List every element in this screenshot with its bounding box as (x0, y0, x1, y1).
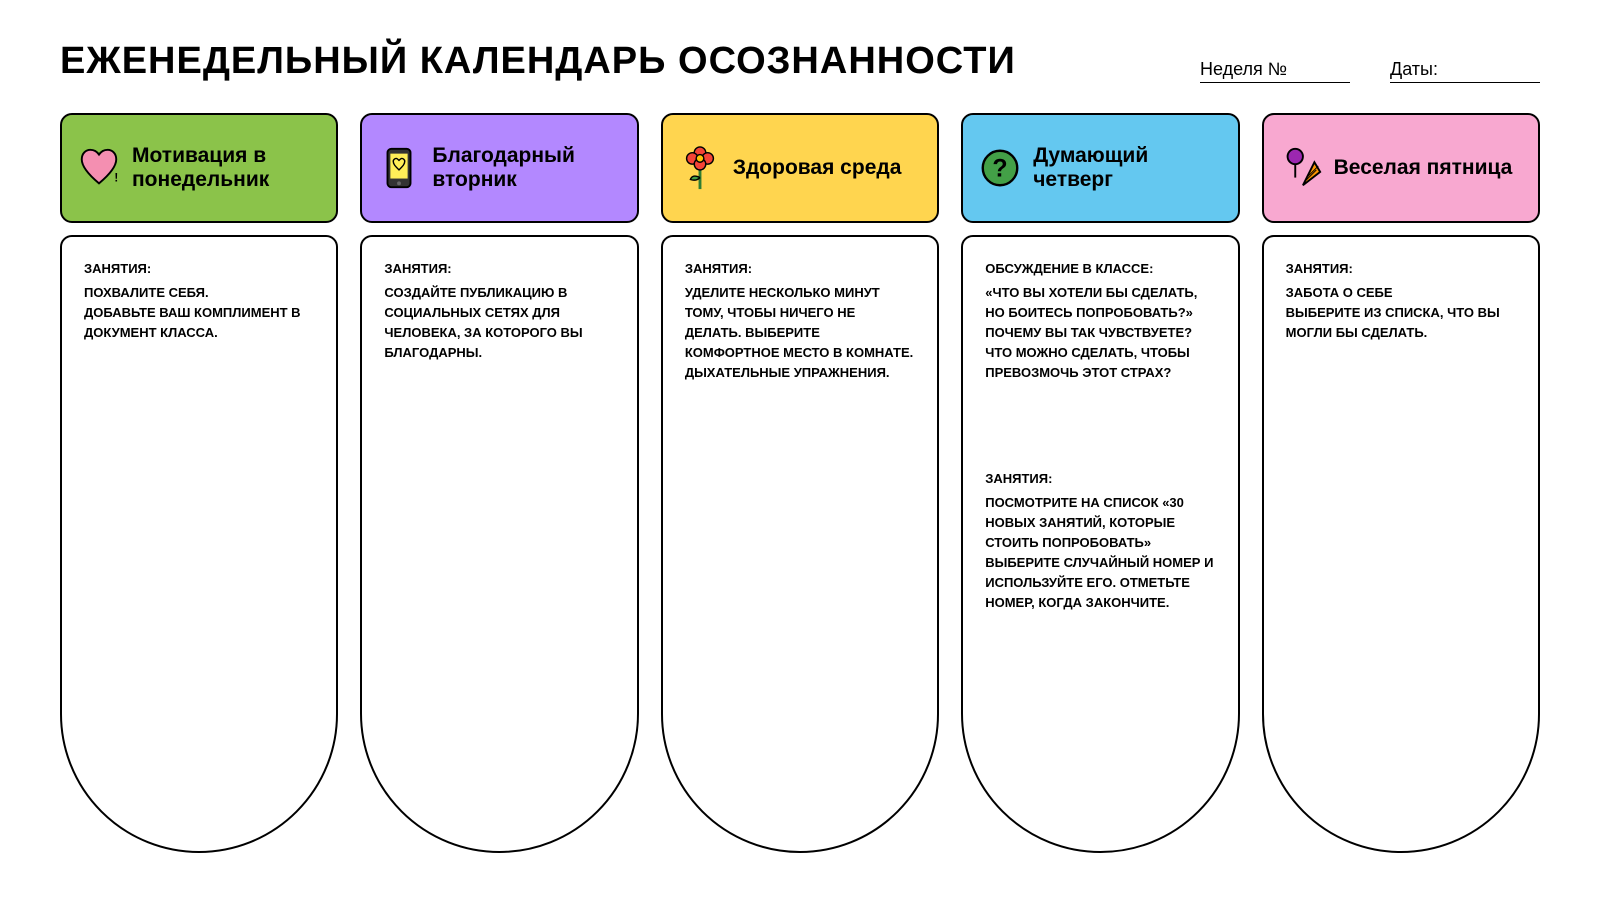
text-wednesday-0: УДЕЛИТЕ НЕСКОЛЬКО МИНУТ ТОМУ, ЧТОБЫ НИЧЕ… (685, 283, 915, 384)
label-friday-0: ЗАНЯТИЯ: (1286, 259, 1516, 279)
phone-icon (376, 145, 422, 191)
dates-field[interactable]: Даты: (1390, 59, 1540, 83)
text-thursday-1: ПОСМОТРИТЕ НА СПИСОК «30 НОВЫХ ЗАНЯТИЙ, … (985, 493, 1215, 614)
header-tuesday: Благодарный вторник (360, 113, 638, 223)
title-friday: Веселая пятница (1334, 156, 1513, 180)
header-wednesday: Здоровая среда (661, 113, 939, 223)
text-thursday-0: «ЧТО ВЫ ХОТЕЛИ БЫ СДЕЛАТЬ, НО БОИТЕСЬ ПО… (985, 283, 1215, 384)
label-thursday-1: ЗАНЯТИЯ: (985, 469, 1215, 489)
text-friday-0: ЗАБОТА О СЕБЕВЫБЕРИТЕ ИЗ СПИСКА, ЧТО ВЫ … (1286, 283, 1516, 343)
body-friday: ЗАНЯТИЯ: ЗАБОТА О СЕБЕВЫБЕРИТЕ ИЗ СПИСКА… (1262, 235, 1540, 853)
column-wednesday: Здоровая среда ЗАНЯТИЯ: УДЕЛИТЕ НЕСКОЛЬК… (661, 113, 939, 853)
flower-icon (677, 145, 723, 191)
body-monday: ЗАНЯТИЯ: ПОХВАЛИТЕ СЕБЯ.ДОБАВЬТЕ ВАШ КОМ… (60, 235, 338, 853)
label-tuesday-0: ЗАНЯТИЯ: (384, 259, 614, 279)
column-friday: Веселая пятница ЗАНЯТИЯ: ЗАБОТА О СЕБЕВЫ… (1262, 113, 1540, 853)
svg-text:?: ? (993, 155, 1008, 183)
title-tuesday: Благодарный вторник (432, 144, 622, 192)
party-icon (1278, 145, 1324, 191)
column-thursday: ? Думающий четверг ОБСУЖДЕНИЕ В КЛАССЕ: … (961, 113, 1239, 853)
text-tuesday-0: СОЗДАЙТЕ ПУБЛИКАЦИЮ В СОЦИАЛЬНЫХ СЕТЯХ Д… (384, 283, 614, 364)
label-thursday-0: ОБСУЖДЕНИЕ В КЛАССЕ: (985, 259, 1215, 279)
header: ЕЖЕНЕДЕЛЬНЫЙ КАЛЕНДАРЬ ОСОЗНАННОСТИ Неде… (60, 40, 1540, 83)
week-number-field[interactable]: Неделя № (1200, 59, 1350, 83)
body-wednesday: ЗАНЯТИЯ: УДЕЛИТЕ НЕСКОЛЬКО МИНУТ ТОМУ, Ч… (661, 235, 939, 853)
header-thursday: ? Думающий четверг (961, 113, 1239, 223)
label-monday-0: ЗАНЯТИЯ: (84, 259, 314, 279)
column-monday: ! Мотивация в понедельник ЗАНЯТИЯ: ПОХВА… (60, 113, 338, 853)
page-title: ЕЖЕНЕДЕЛЬНЫЙ КАЛЕНДАРЬ ОСОЗНАННОСТИ (60, 40, 1160, 83)
header-monday: ! Мотивация в понедельник (60, 113, 338, 223)
title-monday: Мотивация в понедельник (132, 144, 322, 192)
body-thursday: ОБСУЖДЕНИЕ В КЛАССЕ: «ЧТО ВЫ ХОТЕЛИ БЫ С… (961, 235, 1239, 853)
question-icon: ? (977, 145, 1023, 191)
svg-text:!: ! (114, 172, 118, 184)
label-wednesday-0: ЗАНЯТИЯ: (685, 259, 915, 279)
heart-icon: ! (76, 145, 122, 191)
text-monday-0: ПОХВАЛИТЕ СЕБЯ.ДОБАВЬТЕ ВАШ КОМПЛИМЕНТ В… (84, 283, 314, 343)
body-tuesday: ЗАНЯТИЯ: СОЗДАЙТЕ ПУБЛИКАЦИЮ В СОЦИАЛЬНЫ… (360, 235, 638, 853)
title-wednesday: Здоровая среда (733, 156, 902, 180)
column-tuesday: Благодарный вторник ЗАНЯТИЯ: СОЗДАЙТЕ ПУ… (360, 113, 638, 853)
header-friday: Веселая пятница (1262, 113, 1540, 223)
calendar-columns: ! Мотивация в понедельник ЗАНЯТИЯ: ПОХВА… (60, 113, 1540, 853)
title-thursday: Думающий четверг (1033, 144, 1223, 192)
